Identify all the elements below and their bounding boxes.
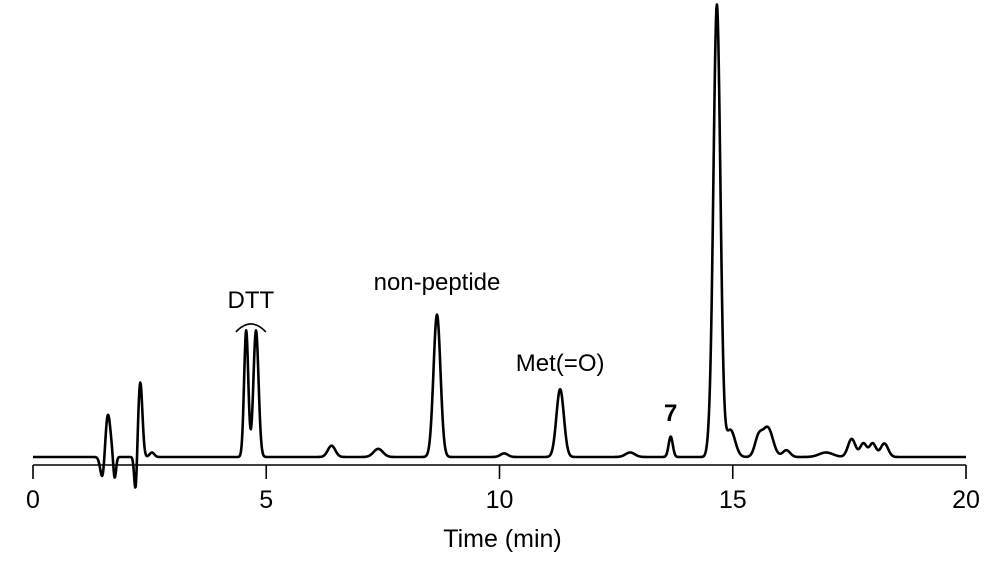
peak-label-1: non-peptide [374, 269, 501, 296]
x-tick-label-10: 10 [486, 486, 514, 514]
x-tick-label-5: 5 [259, 486, 273, 514]
x-tick-label-0: 0 [26, 486, 40, 514]
x-tick-label-20: 20 [952, 486, 980, 514]
dtt-bracket [235, 323, 267, 333]
peak-annotations: DTT non-peptide Met(=O) 7 Product 6 [228, 0, 709, 427]
x-axis: 0 5 10 15 20 [26, 464, 980, 514]
peak-label-2: Met(=O) [516, 350, 605, 377]
trace-layer [32, 3, 967, 489]
x-axis-title: Time (min) [443, 525, 562, 553]
product-number: 6 [696, 0, 709, 2]
peak-label-0: DTT [228, 287, 275, 314]
chromatogram-trace [32, 3, 967, 489]
x-tick-label-15: 15 [719, 486, 747, 514]
peak-label-3: 7 [664, 400, 677, 427]
peak-label-4: Product 6 [606, 0, 709, 2]
